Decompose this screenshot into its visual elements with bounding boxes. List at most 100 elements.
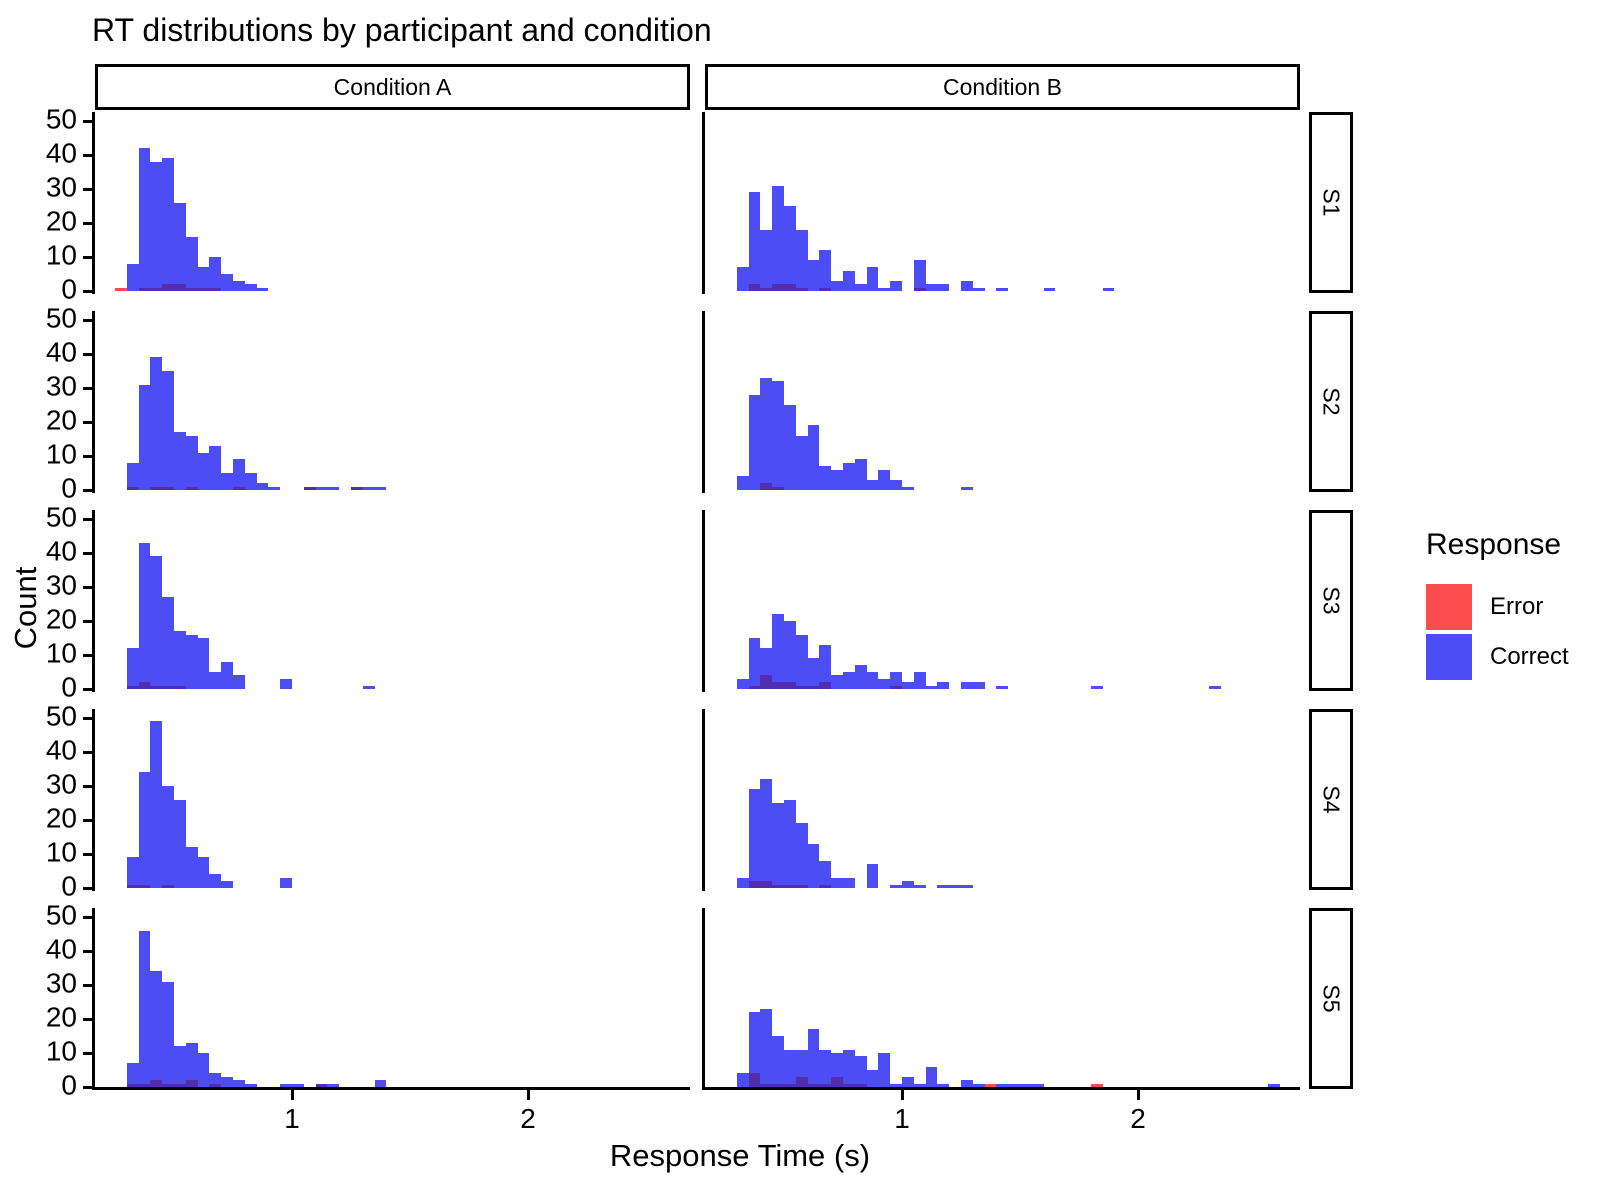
histogram-bar-correct [233, 1080, 245, 1087]
y-tick [83, 750, 92, 754]
histogram-bar-correct [197, 1053, 210, 1087]
histogram-bar-error-overlap [162, 685, 175, 689]
histogram-bar-correct [843, 270, 855, 291]
histogram-bar-correct [374, 486, 387, 490]
y-tick [83, 784, 92, 788]
histogram-bar-correct [795, 1049, 808, 1087]
histogram-bar-error-overlap [303, 486, 316, 490]
histogram-bar-error-overlap [784, 1083, 796, 1087]
histogram-bar-correct [890, 479, 903, 490]
histogram-bar-correct [878, 287, 891, 291]
y-tick [83, 653, 92, 657]
histogram-bar-correct [748, 192, 761, 291]
histogram-bar-correct [174, 432, 186, 490]
histogram-bar-correct [772, 381, 785, 490]
histogram-bar-correct [197, 267, 210, 291]
y-tick-label: 20 [45, 802, 77, 834]
histogram-bar-error-overlap [748, 1073, 761, 1087]
histogram-bar-error-overlap [150, 287, 163, 291]
y-axis-line [92, 709, 95, 891]
legend-item-error: Error [1426, 584, 1596, 630]
histogram-bar-correct [854, 284, 867, 291]
histogram-bar-correct [878, 678, 891, 689]
y-axis-line [92, 112, 95, 294]
histogram-bar-correct [126, 857, 139, 888]
histogram-bar-correct [831, 1053, 844, 1087]
histogram-bar-error-overlap [150, 486, 163, 490]
y-tick [83, 1017, 92, 1021]
y-tick-label: 40 [45, 535, 77, 567]
histogram-bar-correct [233, 459, 245, 490]
histogram-bar-correct [185, 847, 198, 888]
histogram-bar-error-overlap [784, 284, 796, 291]
histogram-bar-correct [854, 1056, 867, 1087]
histogram-bar-error-overlap [209, 1083, 222, 1087]
y-tick-label: 50 [45, 501, 77, 533]
histogram-bar-correct [1090, 685, 1103, 689]
histogram-bar-error-overlap [185, 287, 198, 291]
histogram-bar-correct [913, 260, 926, 291]
histogram-bar-error-overlap [126, 685, 139, 689]
legend-swatch-error [1426, 584, 1472, 630]
y-tick-label: 50 [45, 899, 77, 931]
histogram-bar-error-overlap [772, 486, 785, 490]
x-tick-label: 2 [1130, 1103, 1146, 1134]
x-tick [1136, 1090, 1140, 1100]
histogram-bar-correct [902, 881, 914, 888]
y-tick [83, 687, 92, 691]
histogram-bar-correct [843, 877, 855, 888]
histogram-bar-error-overlap [913, 287, 926, 291]
histogram-bar-correct [866, 267, 879, 291]
facet-row-strip: S1 [1309, 112, 1353, 293]
y-tick-label: 20 [45, 1001, 77, 1033]
histogram-bar-correct [795, 823, 808, 888]
histogram-bar-correct [866, 864, 879, 888]
histogram-bar-correct [1031, 1083, 1044, 1087]
histogram-bar-correct [150, 161, 163, 291]
histogram-bar-correct [327, 486, 340, 490]
histogram-bar-error-overlap [807, 1083, 820, 1087]
histogram-bar-correct [174, 799, 186, 888]
y-tick-label: 0 [61, 1069, 77, 1101]
histogram-bar-correct [209, 257, 222, 291]
y-tick-label: 0 [61, 273, 77, 305]
y-tick-label: 30 [45, 171, 77, 203]
histogram-bar-correct [772, 1036, 785, 1087]
histogram-bar-correct [244, 284, 257, 291]
y-tick [83, 886, 92, 890]
histogram-bar-correct [937, 682, 950, 689]
histogram-bar-correct [902, 682, 914, 689]
x-tick-label: 1 [894, 1103, 910, 1134]
histogram-bar-error-overlap [760, 483, 773, 490]
histogram-bar-correct [233, 280, 245, 291]
y-tick-label: 10 [45, 1035, 77, 1067]
y-tick-label: 10 [45, 438, 77, 470]
y-tick [83, 454, 92, 458]
histogram-bar-correct [972, 287, 985, 291]
histogram-bar-correct [244, 1083, 257, 1087]
y-tick-label: 30 [45, 967, 77, 999]
histogram-bar-correct [209, 672, 222, 689]
histogram-bar-error-overlap [760, 1083, 773, 1087]
histogram-bar-correct [760, 1008, 773, 1087]
histogram-bar-correct [126, 1063, 139, 1087]
histogram-bar-error-overlap [351, 486, 363, 490]
y-axis-line [702, 908, 705, 1090]
facet-row-strip: S3 [1309, 510, 1353, 691]
histogram-bar-correct [138, 930, 151, 1087]
histogram-bar-correct [784, 206, 796, 291]
y-tick [83, 517, 92, 521]
histogram-bar-error-overlap [772, 284, 785, 291]
histogram-bar-correct [807, 425, 820, 490]
histogram-bar-correct [126, 462, 139, 490]
histogram-bar-correct [162, 786, 175, 888]
histogram-bar-correct [937, 884, 950, 888]
facet-row-label: S1 [1318, 188, 1345, 217]
x-axis-line [702, 1087, 1300, 1090]
histogram-bar-correct [843, 462, 855, 490]
histogram-bar-error-overlap [795, 685, 808, 689]
histogram-bar-correct [209, 445, 222, 490]
y-axis-line [702, 311, 705, 493]
histogram-bar-correct [795, 229, 808, 291]
